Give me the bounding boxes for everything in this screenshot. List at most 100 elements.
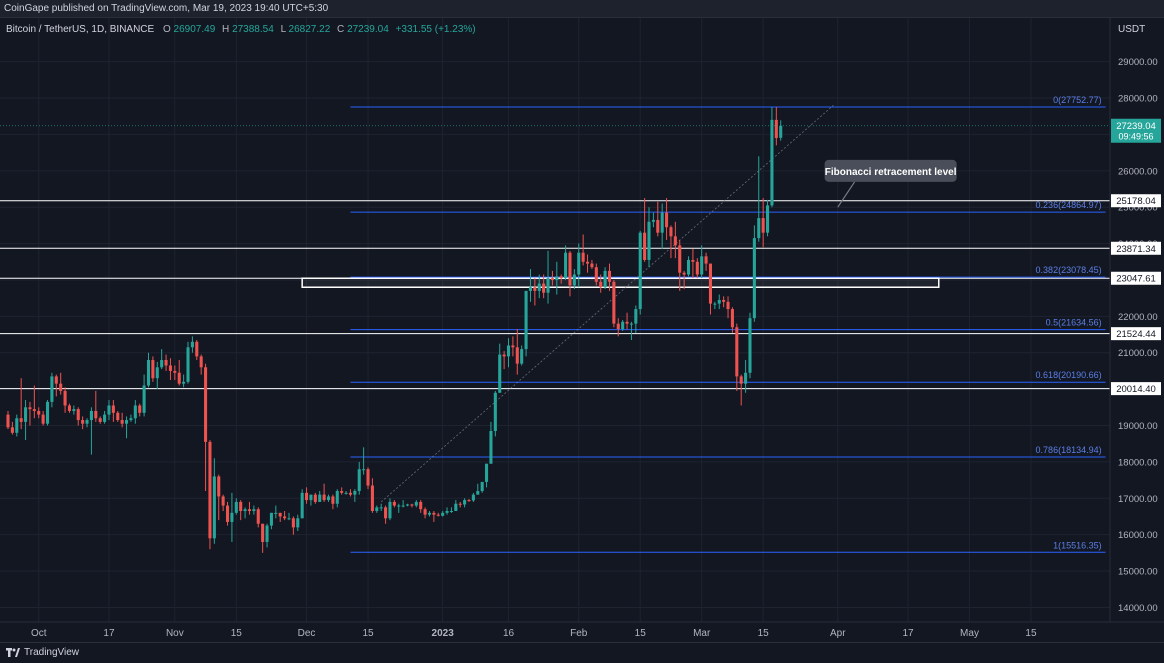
- candle-body: [669, 227, 673, 237]
- time-tick-label: 17: [902, 628, 914, 639]
- price-badges: 25178.04 23871.34 23047.61 21524.44 20014.40…: [0, 118, 1161, 396]
- candle-body: [564, 252, 568, 279]
- candle-body: [502, 354, 506, 357]
- candle-body: [204, 367, 208, 442]
- candle-body: [748, 318, 752, 373]
- candle-body: [744, 372, 748, 384]
- candle-body: [405, 504, 410, 506]
- candle-body: [357, 469, 361, 492]
- candle-body: [348, 492, 352, 495]
- candle-body: [581, 252, 585, 262]
- time-tick-label: Oct: [31, 628, 47, 639]
- candle-body: [686, 259, 691, 275]
- svg-text:Bitcoin / TetherUS, 1D, BINANC: Bitcoin / TetherUS, 1D, BINANCE O 26907.…: [6, 24, 476, 35]
- candle-body: [656, 219, 660, 233]
- candle-body: [629, 323, 633, 325]
- candle-body: [625, 321, 629, 324]
- candle-body: [665, 212, 669, 228]
- candle-body: [94, 410, 98, 419]
- candle-body: [151, 360, 155, 379]
- candle-body: [252, 509, 256, 512]
- candle-body: [401, 505, 405, 507]
- candle-body: [37, 410, 41, 415]
- trendline[interactable]: [380, 105, 834, 503]
- candles: [6, 107, 783, 553]
- time-axis[interactable]: Oct 17 Nov 15 Dec 15 2023 16 Feb 15 Mar 15 Apr 17 May 1…: [31, 628, 1037, 639]
- candle-body: [533, 287, 537, 291]
- annotation-box: [824, 159, 957, 182]
- candle-body: [607, 270, 612, 282]
- symbol-name: Bitcoin / TetherUS, 1D, BINANCE: [6, 24, 155, 35]
- tradingview-logo-icon[interactable]: [6, 647, 20, 657]
- candle-body: [6, 414, 10, 428]
- candle-body: [234, 501, 238, 513]
- price-tick-label: 16000.00: [1118, 530, 1158, 541]
- candle-body: [173, 370, 177, 373]
- candle-body: [392, 501, 396, 506]
- candle-body: [708, 263, 713, 304]
- countdown-label: 09:49:56: [1118, 132, 1153, 142]
- fib-level-label: 0.618(20190.66): [1036, 370, 1102, 380]
- candle-body: [423, 509, 427, 515]
- candle-body: [353, 491, 357, 495]
- time-tick-label: 17: [103, 628, 115, 639]
- time-tick-label: 15: [1025, 628, 1037, 639]
- candle-body: [103, 414, 107, 422]
- candle-body: [256, 509, 260, 524]
- fib-level-label: 0.5(21634.56): [1046, 318, 1102, 328]
- candle-body: [326, 496, 331, 501]
- price-tick-label: 28000.00: [1118, 94, 1158, 105]
- candle-body: [208, 441, 212, 539]
- price-tick-label: 29000.00: [1118, 57, 1158, 68]
- candle-body: [594, 267, 598, 282]
- level-price-label: 23871.34: [1116, 244, 1156, 255]
- supply-zone[interactable]: [301, 277, 940, 289]
- candle-body: [590, 263, 594, 268]
- chart-area[interactable]: 0(27752.77) 0.236(24864.97) 0.382(23078.45…: [0, 18, 1164, 642]
- candle-body: [230, 512, 234, 522]
- candle-body: [704, 256, 708, 264]
- fib-level-label: 0(27752.77): [1053, 95, 1102, 105]
- candle-body: [291, 518, 295, 528]
- candle-body: [506, 345, 511, 357]
- candle-body: [274, 512, 278, 514]
- candle-body: [59, 383, 63, 391]
- fibonacci-retracement[interactable]: 0(27752.77) 0.236(24864.97) 0.382(23078.45…: [350, 95, 1106, 553]
- candle-body: [436, 514, 440, 516]
- candle-body: [612, 281, 616, 324]
- level-price-badge: [1111, 271, 1161, 285]
- candle-body: [695, 261, 699, 275]
- candle-body: [362, 469, 366, 471]
- candle-body: [217, 476, 221, 497]
- candle-body: [370, 485, 374, 512]
- candle-body: [454, 503, 458, 512]
- candle-body: [542, 283, 546, 293]
- candle-body: [419, 501, 423, 510]
- candle-body: [265, 525, 269, 542]
- footer-bar: TradingView: [0, 642, 1164, 663]
- candle-body: [375, 507, 379, 512]
- candle-body: [779, 125, 783, 138]
- annotation[interactable]: Fibonacci retracement level: [824, 159, 957, 208]
- candle-body: [735, 327, 739, 377]
- candle-body: [726, 301, 730, 310]
- candle-body: [559, 276, 563, 279]
- candle-body: [761, 218, 765, 233]
- candle-body: [520, 349, 524, 364]
- candle-body: [287, 518, 291, 520]
- candle-body: [85, 420, 89, 424]
- candle-body: [344, 492, 348, 494]
- candle-body: [572, 274, 576, 286]
- candle-body: [177, 372, 181, 384]
- candle-body: [388, 501, 392, 519]
- candle-body: [480, 481, 484, 492]
- candle-body: [50, 376, 54, 402]
- candle-body: [225, 505, 230, 522]
- symbol-legend[interactable]: Bitcoin / TetherUS, 1D, BINANCE O 26907.…: [6, 24, 476, 35]
- brand-name[interactable]: TradingView: [24, 647, 80, 658]
- price-tick-label: 22000.00: [1118, 312, 1158, 323]
- time-tick-label: Mar: [693, 628, 711, 639]
- candle-body: [261, 523, 265, 542]
- candle-body: [45, 401, 50, 424]
- price-chart[interactable]: 0(27752.77) 0.236(24864.97) 0.382(23078.45…: [0, 18, 1164, 642]
